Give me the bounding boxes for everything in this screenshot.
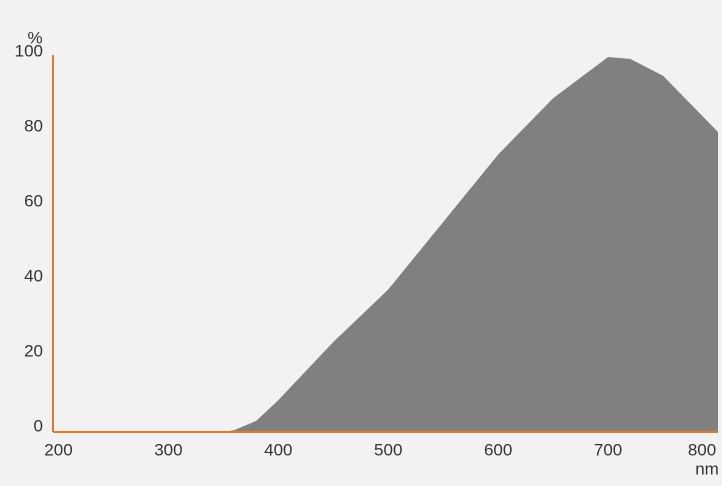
x-tick-label: 200 [44,440,72,459]
y-tick-label: 40 [24,266,43,285]
y-tick-label: 80 [24,116,43,135]
x-tick-label: 600 [484,440,512,459]
y-axis-label: % [27,28,42,47]
x-tick-label: 800 [688,440,716,459]
x-tick-label: 300 [154,440,182,459]
x-tick-label: 500 [374,440,402,459]
area [53,57,718,432]
y-tick-label: 0 [34,416,43,435]
y-tick-label: 100 [15,41,43,60]
y-tick-label: 60 [24,191,43,210]
y-tick-label: 20 [24,341,43,360]
x-axis-label: nm [695,459,719,478]
x-tick-label: 400 [264,440,292,459]
x-tick-label: 700 [594,440,622,459]
